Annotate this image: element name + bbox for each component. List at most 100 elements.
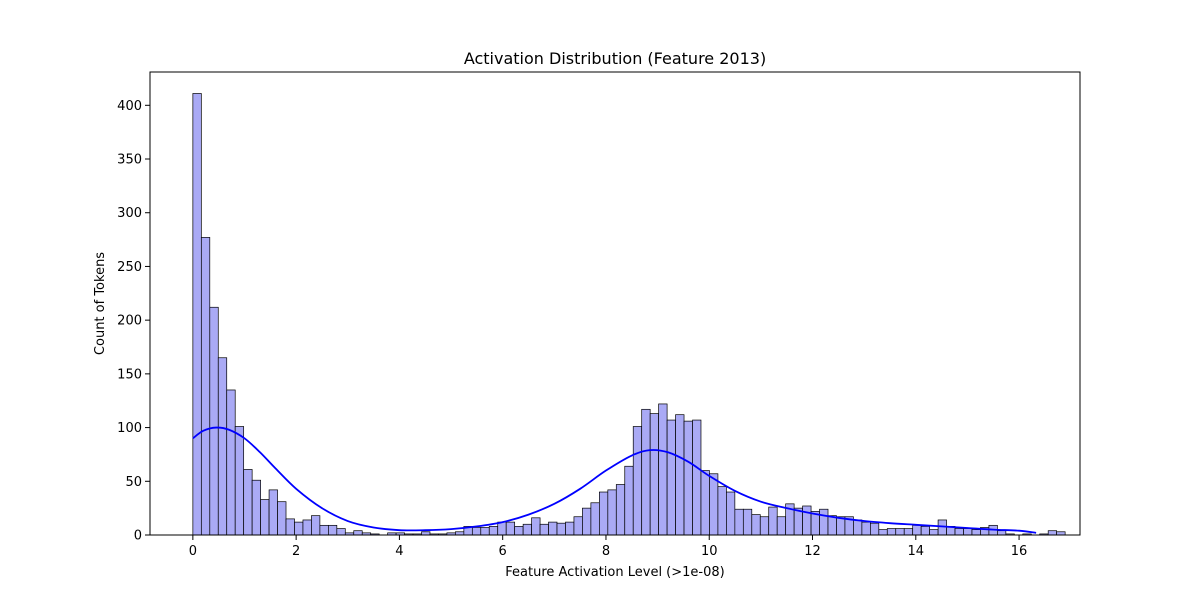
histogram-bar (226, 389, 236, 536)
histogram-bar (277, 501, 287, 536)
histogram-bar (878, 529, 888, 536)
histogram-bar (709, 473, 719, 536)
histogram-bar (505, 521, 516, 536)
y-axis-label: Count of Tokens (93, 252, 108, 355)
histogram-bar (836, 516, 846, 536)
y-axis-ticks: 0 50 100 150 200 250 300 350 400 (117, 99, 150, 544)
histogram-bar (776, 516, 787, 536)
histogram-bar (819, 508, 829, 536)
histogram-bar (565, 521, 575, 536)
histogram-bar (531, 517, 541, 536)
histogram-bar (353, 530, 363, 536)
histogram-bar (260, 499, 270, 536)
histogram-bar (599, 491, 609, 536)
histogram-bar (192, 93, 202, 536)
x-tick-label: 4 (395, 544, 403, 559)
histogram-bar (692, 419, 702, 536)
histogram-bar (768, 506, 778, 536)
histogram-bar (903, 528, 914, 536)
x-tick-label: 14 (908, 544, 925, 559)
y-tick-label: 350 (117, 153, 142, 168)
histogram-bar (497, 521, 507, 536)
histogram-bar (827, 515, 837, 536)
histogram-bar (912, 524, 922, 536)
histogram-bar (954, 528, 964, 536)
histogram-bar (742, 508, 753, 536)
histogram-bar (488, 526, 499, 536)
histogram-bar (997, 530, 1007, 536)
histogram-bar (522, 523, 532, 536)
histogram-bar (285, 518, 295, 536)
y-tick-label: 0 (134, 529, 142, 544)
histogram-bar (294, 521, 304, 536)
kde-curve-layer (192, 426, 1037, 534)
histogram-bar (615, 484, 626, 536)
histogram-bar (471, 527, 482, 536)
histogram-bar (861, 521, 871, 536)
x-axis-ticks: 0 2 4 6 8 10 12 14 16 (189, 535, 1028, 559)
histogram-bar (802, 505, 812, 536)
y-tick-label: 200 (117, 314, 142, 329)
histogram-bar (573, 516, 583, 536)
histogram-bar (328, 524, 338, 536)
histogram-bars (192, 93, 1066, 536)
y-tick-label: 400 (117, 99, 142, 114)
x-tick-label: 12 (804, 544, 821, 559)
histogram-bar (607, 489, 617, 536)
histogram-bar (869, 522, 880, 536)
histogram-bar (683, 420, 693, 536)
histogram-bar (649, 413, 659, 536)
histogram-bar (895, 528, 905, 536)
histogram-bar (624, 465, 634, 536)
histogram-bar (666, 419, 676, 536)
x-tick-label: 8 (602, 544, 610, 559)
histogram-bar (658, 403, 668, 536)
y-tick-label: 100 (117, 421, 142, 436)
histogram-bar (853, 519, 863, 536)
x-tick-label: 0 (189, 544, 197, 559)
histogram-bar (734, 508, 744, 536)
chart-title: Activation Distribution (Feature 2013) (464, 49, 766, 68)
histogram-bar (268, 489, 278, 536)
histogram-bar (319, 524, 329, 536)
histogram-bar (234, 426, 245, 536)
x-axis-label: Feature Activation Level (>1e-08) (505, 565, 724, 580)
x-tick-label: 16 (1011, 544, 1028, 559)
histogram-bar (1047, 530, 1058, 536)
histogram-bar (700, 470, 710, 536)
y-tick-label: 150 (117, 367, 142, 382)
histogram-bar (514, 526, 524, 536)
x-tick-label: 6 (499, 544, 507, 559)
histogram-bar (590, 502, 600, 536)
histogram-bar (726, 491, 736, 536)
histogram-bar (302, 519, 312, 536)
histogram-bar (759, 516, 770, 536)
histogram-bar (971, 529, 981, 536)
histogram-bar (886, 528, 897, 536)
histogram-bar (929, 529, 939, 536)
y-tick-label: 50 (125, 475, 142, 490)
histogram-bar (243, 469, 253, 536)
x-tick-label: 2 (292, 544, 300, 559)
plot-frame (149, 71, 1081, 536)
histogram-bar (556, 522, 566, 536)
histogram-bar (480, 527, 490, 536)
histogram-bar (751, 514, 761, 536)
x-tick-label: 10 (701, 544, 718, 559)
histogram-bar (209, 306, 219, 536)
histogram-bar (641, 408, 651, 536)
histogram-bar (632, 426, 643, 536)
y-tick-label: 300 (117, 206, 142, 221)
histogram-bar (963, 528, 973, 536)
histogram-bar (548, 521, 558, 536)
histogram-bar (675, 414, 685, 536)
histogram-bar (582, 507, 592, 536)
y-tick-label: 250 (117, 260, 142, 275)
histogram-bar (717, 486, 727, 536)
kde-line (192, 426, 1037, 534)
histogram-bar (311, 515, 321, 536)
histogram-bar (251, 479, 261, 536)
histogram-bar (539, 523, 549, 536)
